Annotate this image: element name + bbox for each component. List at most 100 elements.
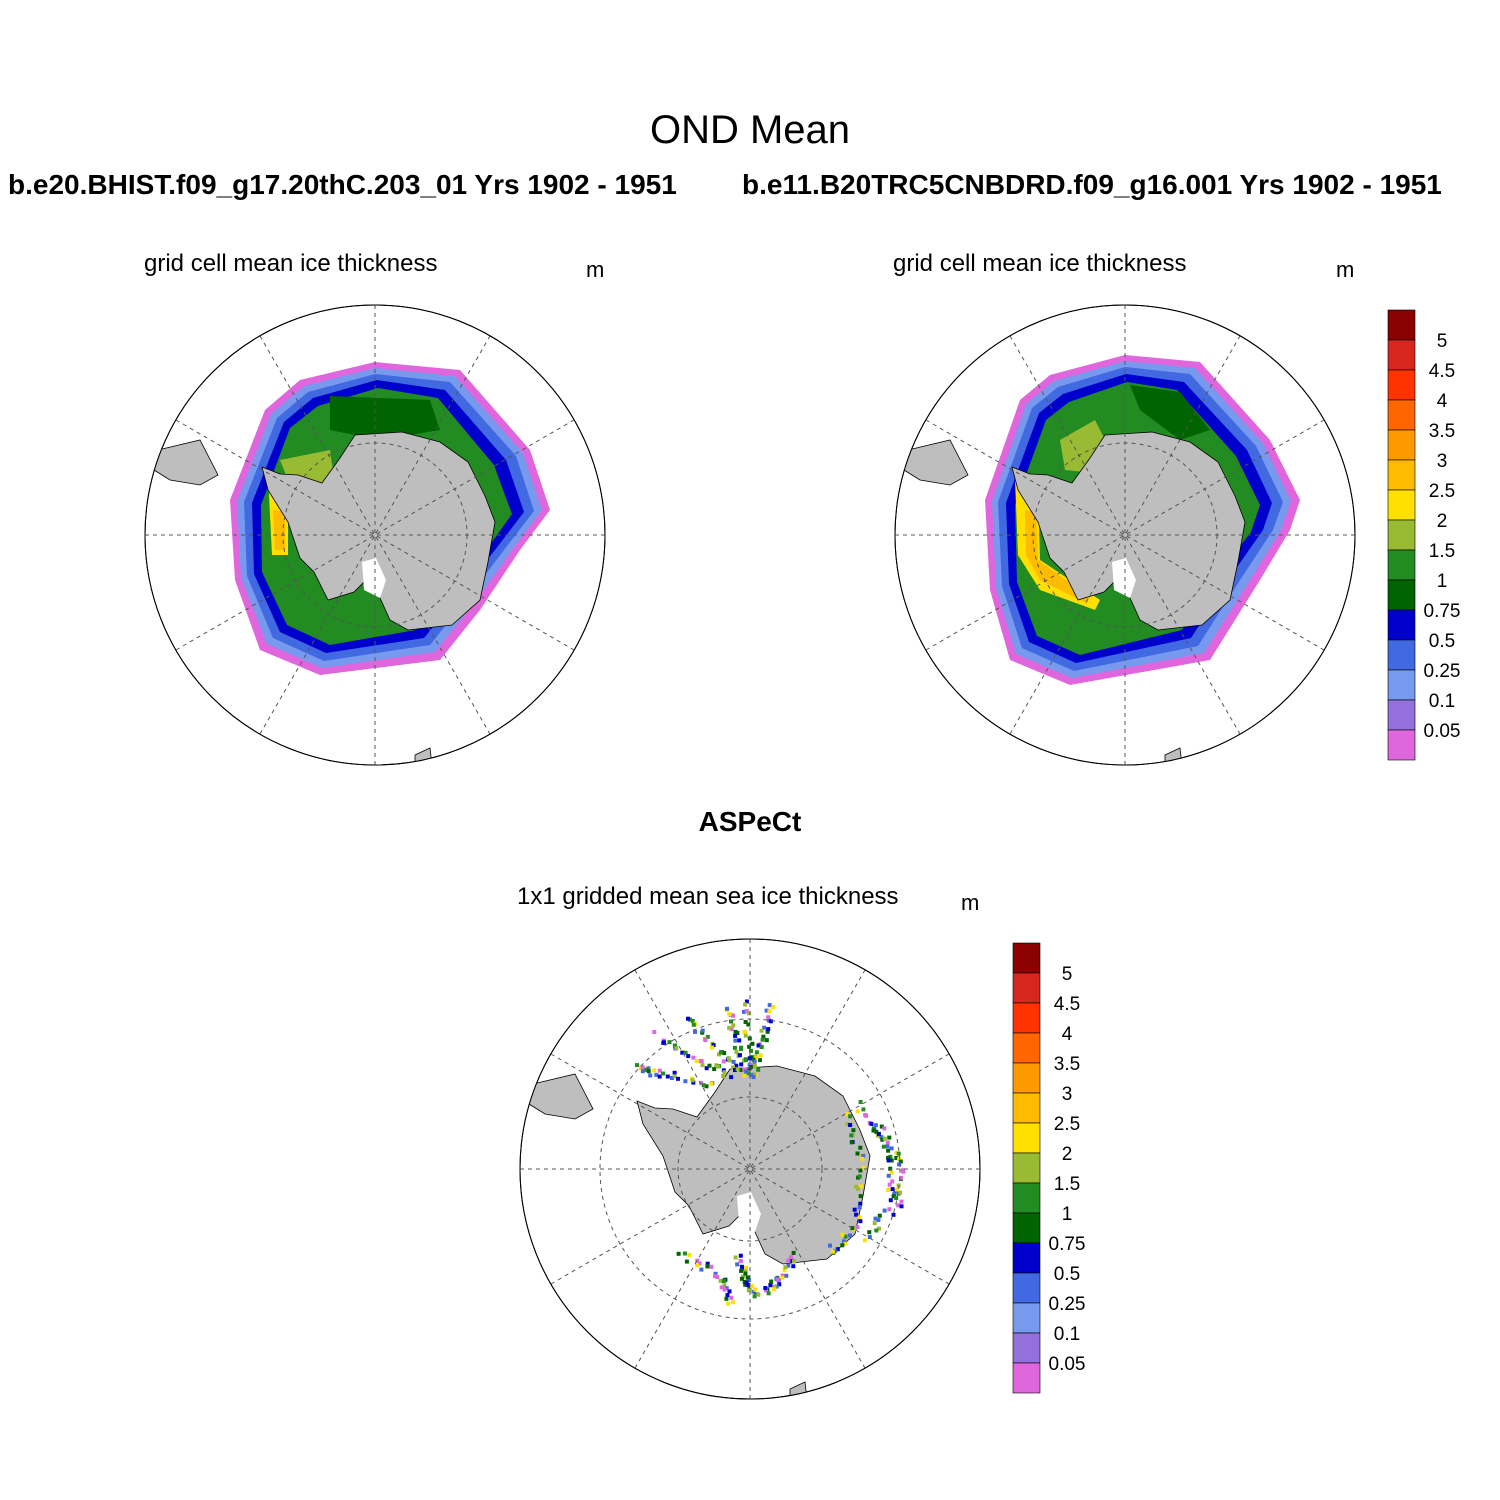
colorbar-label: 3 xyxy=(1437,451,1448,472)
observation-cell xyxy=(861,1165,866,1170)
colorbar-label: 0.25 xyxy=(1049,1294,1086,1315)
observation-cell xyxy=(684,1259,689,1264)
observation-cell xyxy=(712,1067,717,1071)
ice-2.5 xyxy=(1025,510,1090,603)
observation-cell xyxy=(766,1027,771,1032)
observation-cell xyxy=(744,1265,748,1270)
observation-cell xyxy=(855,1225,860,1230)
observation-cell xyxy=(731,1065,735,1070)
observation-cell xyxy=(687,1253,692,1257)
observation-cell xyxy=(722,1070,727,1075)
observation-cell xyxy=(661,1071,666,1076)
observation-cell xyxy=(768,1283,773,1287)
colorbar-label: 1 xyxy=(1437,571,1448,592)
panel1-map xyxy=(144,304,606,766)
observation-cell xyxy=(858,1201,863,1206)
observation-cell xyxy=(858,1145,863,1150)
observation-cell xyxy=(872,1221,877,1226)
observation-cell xyxy=(786,1263,791,1268)
observation-cell xyxy=(676,1251,681,1256)
observation-cell xyxy=(722,1283,727,1288)
observation-cell xyxy=(753,1287,758,1292)
observation-cell xyxy=(737,1038,742,1043)
observation-cell xyxy=(858,1184,863,1189)
observation-cell xyxy=(759,1045,764,1049)
observation-cell xyxy=(673,1043,677,1048)
colorbar-bottom: 5 4.5 4 3.5 3 2.5 2 1.5 1 0.75 0.5 0.25 0.1 0.05 xyxy=(1012,942,1086,1394)
colorbar-swatch xyxy=(1012,1032,1041,1064)
colorbar-swatch xyxy=(1012,972,1041,1004)
observation-cell xyxy=(861,1107,866,1112)
observation-cell xyxy=(694,1059,699,1064)
observation-cell xyxy=(729,1295,734,1300)
colorbar-swatch xyxy=(1012,1302,1041,1334)
observation-cell xyxy=(739,1062,744,1067)
observation-cell xyxy=(881,1144,886,1149)
observation-cell xyxy=(869,1121,874,1126)
observation-cell xyxy=(734,1063,739,1068)
colorbar-label: 0.05 xyxy=(1049,1354,1086,1375)
observation-cell xyxy=(743,1271,748,1276)
observation-cell xyxy=(744,999,749,1004)
observation-cell xyxy=(665,1074,670,1079)
colorbar-label: 4.5 xyxy=(1054,994,1080,1015)
colorbar-label: 2.5 xyxy=(1429,481,1455,502)
observation-cell xyxy=(731,1059,736,1064)
observation-cell xyxy=(763,1286,768,1290)
observation-cell xyxy=(635,1063,639,1068)
panel2-units: m xyxy=(1336,257,1355,282)
observation-cell xyxy=(747,1044,752,1049)
observation-cell xyxy=(657,1068,662,1073)
colorbar-swatch xyxy=(1387,669,1416,701)
observation-cell xyxy=(741,1009,746,1014)
observation-cell xyxy=(862,1238,867,1243)
observation-cell xyxy=(746,1071,751,1076)
colorbar-swatch xyxy=(1387,339,1416,371)
case2-title: b.e11.B20TRC5CNBDRD.f09_g16.001 Yrs 1902… xyxy=(742,169,1442,200)
observation-cell xyxy=(855,1151,860,1156)
observation-cell xyxy=(887,1135,892,1140)
observation-cell xyxy=(886,1173,891,1178)
observation-cell xyxy=(889,1146,894,1151)
observation-cell xyxy=(727,1025,732,1030)
observation-cell xyxy=(700,1063,705,1068)
observation-cell xyxy=(764,1008,769,1013)
observation-cell xyxy=(900,1168,905,1173)
observation-cell xyxy=(697,1261,702,1266)
colorbar-swatch xyxy=(1387,489,1416,521)
observation-cell xyxy=(780,1273,785,1278)
colorbar-swatch xyxy=(1387,399,1416,431)
case1-title: b.e20.BHIST.f09_g17.20thC.203_01 Yrs 190… xyxy=(8,169,677,200)
observation-cell xyxy=(648,1073,653,1078)
observation-cell xyxy=(691,1022,696,1027)
observation-cell xyxy=(843,1234,848,1239)
observation-cell xyxy=(726,1056,731,1061)
observation-cell xyxy=(885,1140,890,1145)
observation-cell xyxy=(888,1154,893,1159)
colorbar-swatch xyxy=(1012,1002,1041,1034)
observation-cell xyxy=(830,1249,835,1254)
ice-0.75 xyxy=(330,396,440,440)
observation-cell xyxy=(746,1022,751,1027)
observation-cell xyxy=(683,1079,688,1084)
colorbar-label: 2.5 xyxy=(1054,1114,1080,1135)
observation-cell xyxy=(725,1293,730,1298)
observation-cell xyxy=(769,1279,774,1284)
observation-cell xyxy=(791,1264,796,1269)
observation-cell xyxy=(891,1212,896,1217)
observation-cell xyxy=(695,1263,700,1268)
colorbar-label: 0.5 xyxy=(1429,631,1455,652)
observation-cell xyxy=(744,1069,749,1074)
colorbar-swatch xyxy=(1387,699,1416,731)
observation-cell xyxy=(885,1144,890,1149)
observation-cell xyxy=(828,1243,832,1248)
observation-cell xyxy=(855,1109,860,1114)
observation-cell xyxy=(861,1153,866,1158)
colorbar-swatch xyxy=(1012,1332,1041,1364)
observation-cell xyxy=(897,1162,902,1167)
observation-cell xyxy=(699,1081,704,1086)
colorbar-swatch xyxy=(1387,459,1416,491)
observation-cell xyxy=(789,1255,793,1260)
observation-cell xyxy=(699,1059,704,1064)
observation-cell xyxy=(686,1016,690,1021)
